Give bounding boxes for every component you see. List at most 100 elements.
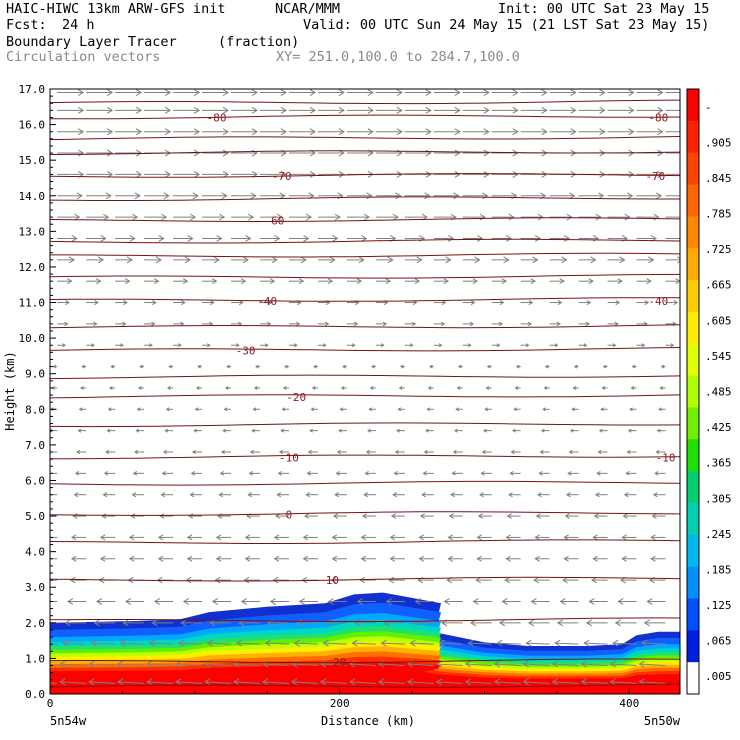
wind-vector <box>298 598 318 605</box>
wind-vector <box>551 678 579 686</box>
vector-head <box>93 321 98 327</box>
wind-vector <box>103 471 116 476</box>
vector-head <box>303 513 310 519</box>
wind-vector <box>88 660 116 668</box>
wind-vector <box>244 534 260 541</box>
wind-vector <box>346 128 374 136</box>
vector-head <box>218 492 224 498</box>
vector-head <box>510 449 515 455</box>
wind-vector <box>462 106 490 114</box>
wind-vector <box>404 128 432 136</box>
vector-head <box>609 678 616 686</box>
wind-vector <box>578 192 605 200</box>
wind-vector <box>660 364 666 369</box>
wind-vector <box>607 213 631 221</box>
contour-label: -70 <box>272 170 292 183</box>
wind-vector <box>57 192 83 200</box>
vector-head <box>247 213 255 221</box>
vector-head <box>342 364 346 369</box>
wind-vector <box>144 106 172 114</box>
wind-vector <box>197 364 203 369</box>
vector-head <box>585 619 593 627</box>
wind-vector <box>251 428 260 433</box>
vector-head <box>443 278 450 285</box>
vector-head <box>450 492 455 498</box>
vector-shaft <box>497 642 521 645</box>
vector-head <box>251 106 259 114</box>
wind-vector <box>161 471 174 476</box>
wind-vector <box>319 678 347 686</box>
vector-head <box>453 192 460 200</box>
cross-section-range: XY= 251.0,100.0 to 284.7,100.0 <box>276 49 520 65</box>
vector-head <box>454 106 461 114</box>
wind-vector <box>144 299 157 306</box>
wind-vector <box>76 449 87 455</box>
wind-vector <box>450 492 463 498</box>
wind-vector <box>186 555 203 562</box>
isotherm-line <box>50 196 680 201</box>
vector-head <box>370 364 375 369</box>
vector-head <box>276 492 282 498</box>
vector-head <box>580 678 587 686</box>
vector-head <box>452 449 457 455</box>
vector-head <box>650 555 656 562</box>
vector-head <box>159 513 165 519</box>
wind-vector <box>157 555 174 562</box>
vector-head <box>588 278 594 285</box>
vector-head <box>216 235 223 242</box>
wind-vector <box>302 555 318 562</box>
wind-vector <box>433 256 452 264</box>
vector-head <box>97 256 105 264</box>
vector-head <box>541 128 548 136</box>
vector-head <box>309 128 316 136</box>
vector-head <box>399 364 404 369</box>
vector-head <box>184 256 191 264</box>
wind-vector <box>554 639 579 647</box>
vector-head <box>99 534 106 541</box>
wind-vector <box>549 192 576 200</box>
vector-shaft <box>468 642 492 645</box>
vector-head <box>483 106 490 114</box>
vector-head <box>501 598 508 605</box>
vector-head <box>443 598 450 605</box>
y-tick-label: 17.0 <box>19 83 46 96</box>
isotherm-line <box>50 99 680 105</box>
vector-head <box>593 513 599 519</box>
wind-vector <box>457 364 463 369</box>
forecast-label: Fcst: <box>6 17 47 33</box>
wind-vector <box>397 407 405 412</box>
vector-head <box>414 598 421 605</box>
wind-vector <box>520 256 539 264</box>
wind-vector <box>480 471 492 476</box>
vector-head <box>338 128 345 136</box>
vector-head <box>185 576 192 584</box>
wind-vector <box>57 321 69 327</box>
colorbar-label: .665 <box>705 279 732 292</box>
vector-head <box>157 555 164 562</box>
vector-shaft <box>639 681 666 684</box>
wind-vector <box>233 678 261 686</box>
vector-head <box>583 343 588 348</box>
vector-head <box>70 555 77 562</box>
vector-head <box>409 343 414 348</box>
wind-vector <box>139 364 145 369</box>
vector-head <box>416 256 423 264</box>
vector-head <box>110 364 115 369</box>
wind-vector <box>491 256 510 264</box>
vector-head <box>155 256 163 264</box>
wind-vector <box>551 660 579 668</box>
vector-head <box>538 471 543 476</box>
wind-vector <box>164 428 174 433</box>
wind-vector <box>501 598 521 605</box>
vector-head <box>655 192 663 200</box>
model-title: HAIC-HIWC 13km ARW-GFS init <box>6 1 226 17</box>
wind-vector <box>317 213 342 221</box>
vector-shaft <box>584 642 608 645</box>
vector-head <box>646 598 653 605</box>
wind-vector <box>418 555 434 562</box>
vector-head <box>622 513 628 519</box>
vector-head <box>629 407 633 412</box>
wind-vector <box>173 170 201 178</box>
wind-vector <box>565 492 579 498</box>
vector-head <box>190 471 196 476</box>
